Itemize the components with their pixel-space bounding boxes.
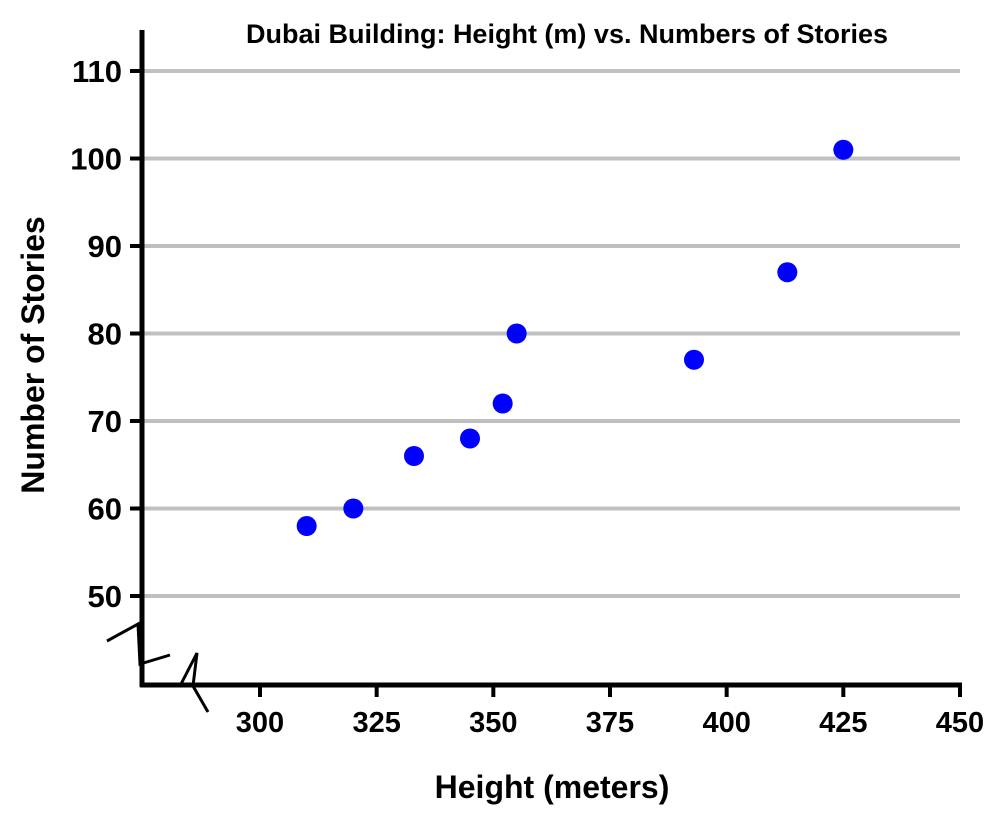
- y-axis-label: Number of Stories: [15, 216, 51, 493]
- data-point: [404, 446, 424, 466]
- y-tick-label: 90: [88, 229, 122, 264]
- y-tick-label: 60: [88, 492, 122, 527]
- data-point: [833, 139, 854, 160]
- x-tick-label: 375: [586, 707, 634, 739]
- y-tick-label: 80: [88, 317, 122, 352]
- data-point: [296, 516, 317, 536]
- data-point: [506, 323, 527, 344]
- data-point: [460, 428, 480, 449]
- data-point: [343, 498, 364, 519]
- x-tick-label: 350: [469, 707, 517, 739]
- x-tick-label: 425: [819, 707, 867, 739]
- axes: [106, 30, 962, 713]
- y-tick-label: 100: [70, 142, 122, 177]
- data-point: [777, 262, 798, 283]
- data-point: [684, 349, 704, 370]
- grid-lines: [142, 69, 960, 598]
- y-tick-label: 110: [72, 54, 122, 89]
- data-point: [492, 393, 513, 414]
- x-axis-break-icon: [178, 652, 210, 713]
- axis-ticks: 50 60 70 80 90 100 110 300 325 350 375 400 425 450: [70, 54, 984, 739]
- y-tick-label: 70: [88, 404, 122, 439]
- y-axis-break-icon: [106, 621, 171, 666]
- y-tick-label: 50: [88, 579, 122, 614]
- chart-title: Dubai Building: Height (m) vs. Numbers o…: [246, 19, 888, 49]
- x-tick-label: 325: [352, 707, 400, 739]
- x-tick-label: 400: [702, 707, 750, 739]
- x-tick-label: 450: [936, 707, 984, 739]
- x-tick-label: 300: [236, 707, 284, 739]
- data-points: [296, 139, 854, 536]
- x-axis-label: Height (meters): [435, 769, 670, 805]
